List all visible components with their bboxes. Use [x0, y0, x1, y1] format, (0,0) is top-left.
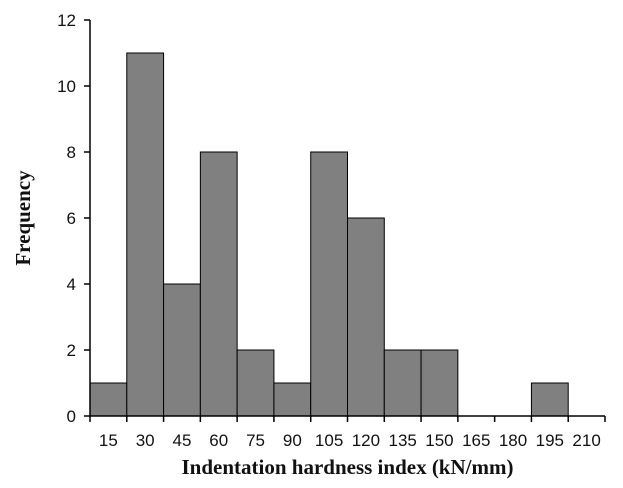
bar-195: [530, 382, 569, 417]
y-tick-label: 4: [67, 275, 76, 294]
x-tick-label: 210: [572, 431, 600, 450]
y-tick-label: 10: [57, 77, 76, 96]
bar-30: [126, 52, 165, 417]
bar-105: [310, 151, 349, 417]
y-ticks-group: 0 2 4 6 8 10 12: [57, 11, 90, 426]
x-axis-title: Indentation hardness index (kN/mm): [182, 455, 514, 479]
bar-135: [383, 349, 422, 417]
x-tick-label: 150: [425, 431, 453, 450]
y-tick-label: 6: [67, 209, 76, 228]
bar-90: [273, 382, 312, 417]
x-tick-label: 75: [246, 431, 265, 450]
x-tick-label: 105: [315, 431, 343, 450]
x-tick-label: 195: [536, 431, 564, 450]
y-tick-label: 2: [67, 341, 76, 360]
x-tick-label: 180: [499, 431, 527, 450]
x-tick-label: 135: [388, 431, 416, 450]
bar-60: [199, 151, 238, 417]
x-tick-label: 15: [99, 431, 118, 450]
x-tick-label: 165: [462, 431, 490, 450]
bar-75: [236, 349, 275, 417]
bar-150: [420, 349, 459, 417]
x-ticks-group: 15 30 45 60 75 90 105 120 135 150 165 180 195 210: [89, 416, 606, 450]
bar-15: [89, 382, 128, 417]
x-tick-label: 120: [352, 431, 380, 450]
x-tick-label: 90: [283, 431, 302, 450]
x-tick-label: 30: [136, 431, 155, 450]
bar-120: [347, 217, 385, 417]
y-tick-label: 0: [67, 407, 76, 426]
y-axis-title: Frequency: [11, 170, 35, 266]
x-tick-label: 45: [173, 431, 192, 450]
bar-45: [163, 283, 201, 417]
y-tick-label: 12: [57, 11, 76, 30]
x-tick-label: 60: [209, 431, 228, 450]
y-tick-label: 8: [67, 143, 76, 162]
bars-group: [89, 52, 569, 417]
